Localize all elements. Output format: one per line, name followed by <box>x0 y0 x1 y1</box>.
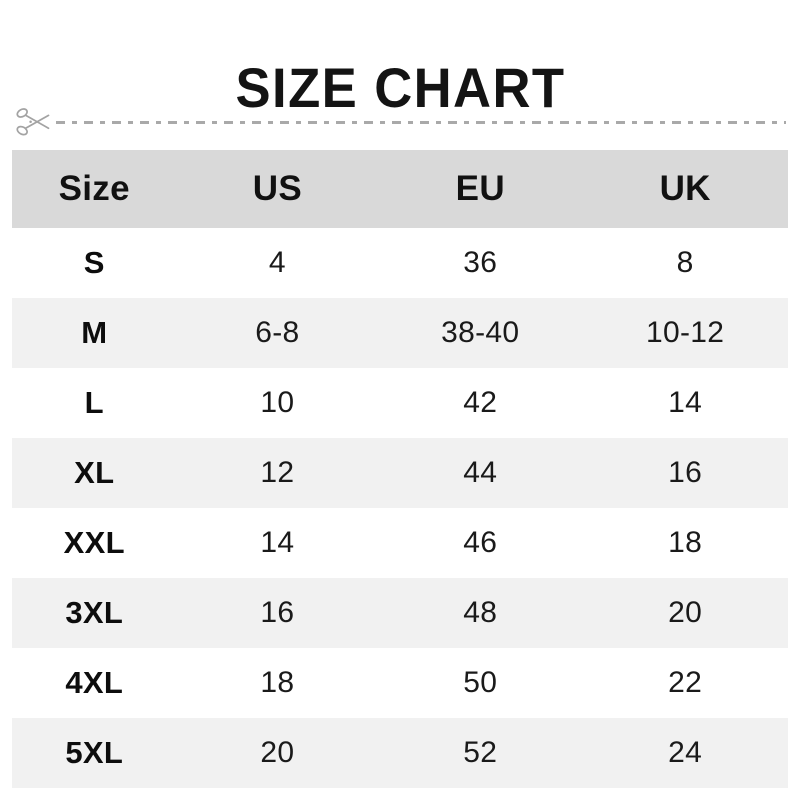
cell-size: M <box>12 298 177 368</box>
cell-size: 5XL <box>12 718 177 788</box>
table-row: 4XL 18 50 22 <box>12 648 788 718</box>
scissors-icon <box>16 108 50 136</box>
cell-us: 18 <box>176 648 379 718</box>
cell-eu: 52 <box>378 718 583 788</box>
cell-size: 3XL <box>12 578 177 648</box>
table-row: XL 12 44 16 <box>12 438 788 508</box>
cell-size: 4XL <box>12 648 177 718</box>
cell-eu: 46 <box>378 508 583 578</box>
cell-uk: 20 <box>582 578 788 648</box>
column-header-eu: EU <box>378 150 583 228</box>
column-header-us: US <box>176 150 379 228</box>
table-row: L 10 42 14 <box>12 368 788 438</box>
table-row: S 4 36 8 <box>12 228 788 298</box>
table-row: 3XL 16 48 20 <box>12 578 788 648</box>
cell-us: 12 <box>176 438 379 508</box>
table-header: Size US EU UK <box>12 150 788 228</box>
table-row: 5XL 20 52 24 <box>12 718 788 788</box>
cell-uk: 10-12 <box>582 298 788 368</box>
cell-size: L <box>12 368 177 438</box>
cell-uk: 14 <box>582 368 788 438</box>
cell-uk: 24 <box>582 718 788 788</box>
cut-line <box>14 103 786 141</box>
cell-us: 10 <box>176 368 379 438</box>
column-header-uk: UK <box>582 150 788 228</box>
cell-size: S <box>12 228 177 298</box>
size-chart-table: Size US EU UK S 4 36 8 M 6-8 38-40 10-12 L 10 42 14… <box>12 150 788 788</box>
dashed-cut-rule <box>56 120 786 125</box>
table-row: M 6-8 38-40 10-12 <box>12 298 788 368</box>
cell-us: 14 <box>176 508 379 578</box>
cell-size: XXL <box>12 508 177 578</box>
cell-eu: 50 <box>378 648 583 718</box>
cell-eu: 38-40 <box>378 298 583 368</box>
cell-eu: 36 <box>378 228 583 298</box>
title-container: SIZE CHART <box>0 0 800 153</box>
cell-us: 16 <box>176 578 379 648</box>
cell-size: XL <box>12 438 177 508</box>
cell-uk: 8 <box>582 228 788 298</box>
cell-uk: 22 <box>582 648 788 718</box>
cell-eu: 44 <box>378 438 583 508</box>
cell-eu: 42 <box>378 368 583 438</box>
table-row: XXL 14 46 18 <box>12 508 788 578</box>
cell-us: 20 <box>176 718 379 788</box>
table-body: S 4 36 8 M 6-8 38-40 10-12 L 10 42 14 XL 12 44 16 XXL 14 4… <box>12 228 788 788</box>
column-header-size: Size <box>12 150 177 228</box>
cell-us: 6-8 <box>176 298 379 368</box>
cell-uk: 16 <box>582 438 788 508</box>
cell-eu: 48 <box>378 578 583 648</box>
header-row: Size US EU UK <box>12 150 788 228</box>
cell-us: 4 <box>176 228 379 298</box>
page-title: SIZE CHART <box>235 55 565 119</box>
cell-uk: 18 <box>582 508 788 578</box>
